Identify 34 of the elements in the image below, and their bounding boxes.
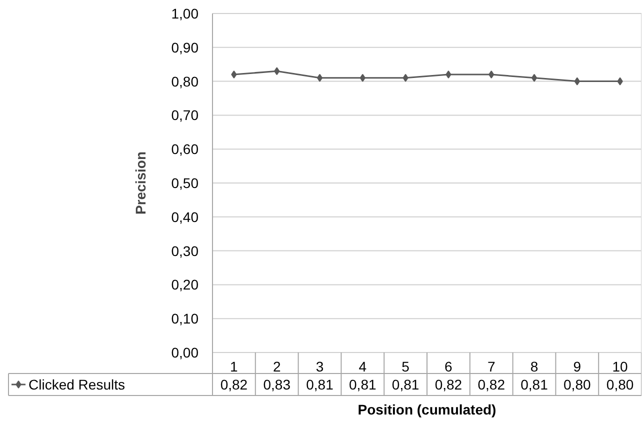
x-tick-label: 5 — [402, 358, 410, 374]
y-tick-label: 0,00 — [171, 344, 199, 360]
data-label: 0,83 — [263, 376, 291, 392]
data-label: 0,82 — [478, 376, 506, 392]
x-tick-label: 1 — [230, 358, 238, 374]
data-label: 0,81 — [520, 376, 548, 392]
y-tick-label: 0,30 — [171, 242, 199, 259]
y-tick-label: 0,10 — [171, 310, 199, 327]
y-tick-label: 0,50 — [171, 175, 199, 191]
x-tick-label: 7 — [487, 358, 496, 374]
y-axis-title: Precision — [132, 151, 148, 215]
y-tick-label: 1,00 — [171, 6, 199, 22]
data-label: 0,82 — [434, 376, 462, 392]
data-label: 0,80 — [606, 376, 634, 392]
y-tick-label: 0,90 — [171, 39, 199, 56]
y-tick-label: 0,80 — [171, 73, 199, 90]
x-tick-label: 3 — [316, 358, 324, 374]
y-tick-label: 0,60 — [171, 141, 199, 158]
data-label: 0,81 — [392, 376, 420, 392]
y-tick-label: 0,40 — [171, 208, 199, 225]
legend-label: Clicked Results — [28, 376, 125, 392]
y-tick-label: 0,20 — [171, 276, 199, 293]
x-tick-label: 2 — [272, 358, 281, 374]
x-tick-label: 4 — [358, 358, 367, 374]
data-label: 0,81 — [349, 376, 376, 392]
data-label: 0,80 — [564, 376, 591, 392]
x-tick-label: 8 — [530, 358, 538, 374]
data-label: 0,82 — [220, 376, 248, 392]
y-tick-label: 0,70 — [171, 107, 199, 124]
x-axis-title: Position (cumulated) — [358, 402, 496, 418]
x-tick-label: 10 — [612, 358, 628, 374]
data-label: 0,81 — [306, 376, 334, 392]
x-tick-label: 9 — [573, 358, 582, 374]
x-tick-label: 6 — [444, 358, 453, 374]
